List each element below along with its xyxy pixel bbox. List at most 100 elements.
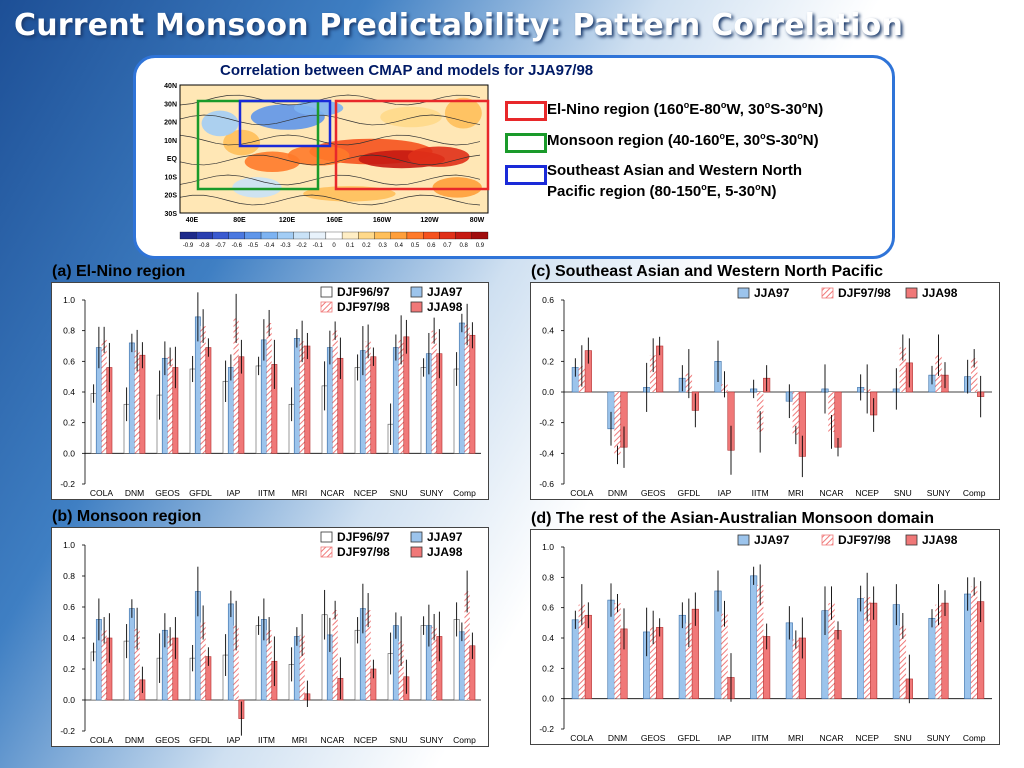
- legend-label: JJA98: [922, 533, 958, 547]
- colorbar-label: 0.9: [476, 243, 485, 249]
- x-tick-label: DNM: [125, 488, 144, 498]
- colorbar-label: -0.4: [264, 243, 275, 249]
- legend-swatch: [410, 301, 423, 313]
- y-tick-label: 0.6: [63, 356, 75, 366]
- bar: [970, 358, 978, 392]
- bar: [458, 631, 465, 701]
- bar: [941, 602, 949, 699]
- x-tick-label: SUNY: [927, 488, 951, 498]
- panel-c-title: (c) Southeast Asian and Western North Pa…: [531, 263, 884, 280]
- x-tick-label: GEOS: [641, 733, 666, 743]
- x-tick-label: COLA: [570, 733, 593, 743]
- colorbar-cell: [423, 231, 440, 240]
- bar: [293, 338, 300, 454]
- colorbar-label: -0.5: [248, 243, 259, 249]
- legend-swatch: [320, 286, 333, 298]
- colorbar-cell: [179, 231, 197, 240]
- sea-wnp-region-label: Pacific region (80-150oE, 5-30oN): [547, 182, 777, 200]
- correlation-shading: [432, 177, 482, 198]
- colorbar-label: 0.5: [411, 243, 420, 249]
- contour-line: [179, 194, 481, 206]
- bar: [614, 603, 621, 699]
- x-tick-label: COLA: [90, 735, 113, 745]
- panel-b-title: (b) Monsoon region: [52, 508, 202, 525]
- x-tick-label: GEOS: [641, 488, 666, 498]
- map-lon-label: 80W: [470, 217, 485, 224]
- legend-swatch: [821, 534, 834, 546]
- colorbar-cell: [374, 231, 391, 240]
- colorbar-label: 0.1: [346, 243, 355, 249]
- bar: [101, 339, 107, 454]
- bar: [332, 330, 338, 454]
- colorbar-label: 0.3: [378, 243, 387, 249]
- map-lat-label: 20S: [165, 193, 178, 200]
- chart-b-monsoon: 1.0 0.8 0.6 0.4 0.2 0.0 -0.2 COLA DNM GEOS GFDL IAP…: [51, 527, 489, 747]
- legend-label: DJF97/98: [337, 545, 390, 559]
- x-tick-label: Comp: [963, 733, 986, 743]
- monsoon-region-label: Monsoon region (40-160oE, 30oS-30oN): [547, 131, 819, 149]
- bar: [792, 392, 800, 435]
- bar: [392, 347, 399, 454]
- x-tick-label: MRI: [788, 733, 804, 743]
- y-tick-label: 1.0: [542, 542, 554, 552]
- correlation-shading: [407, 146, 470, 167]
- map-lat-label: 30N: [164, 101, 177, 108]
- bar: [365, 341, 371, 454]
- y-tick-label: 0.4: [542, 633, 554, 643]
- legend-label: JJA97: [427, 285, 463, 299]
- colorbar-cell: [455, 231, 472, 240]
- y-tick-label: 0.2: [63, 664, 75, 674]
- y-tick-label: 0.2: [542, 356, 554, 366]
- y-tick-label: 0.0: [542, 694, 554, 704]
- legend-swatch: [905, 287, 918, 299]
- map-lat-label: 10S: [165, 174, 178, 181]
- chart-d-rest-aam: 1.0 0.8 0.6 0.4 0.2 0.0 -0.2 COLA DNM GEOS GFDL IAP…: [530, 529, 1000, 745]
- x-tick-label: NCAR: [819, 733, 843, 743]
- legend-swatch: [320, 546, 333, 558]
- x-tick-label: SUNY: [420, 488, 444, 498]
- bar: [403, 336, 410, 454]
- legend-swatch: [410, 286, 423, 298]
- colorbar-cell: [358, 231, 375, 240]
- map-lat-label: 20N: [164, 120, 177, 127]
- colorbar-cell: [325, 231, 343, 240]
- colorbar-label: -0.1: [313, 243, 324, 249]
- x-tick-label: MRI: [292, 488, 308, 498]
- legend-swatch: [737, 534, 750, 546]
- colorbar-label: 0.4: [395, 243, 404, 249]
- x-tick-label: DNM: [125, 735, 144, 745]
- x-tick-label: IITM: [752, 488, 769, 498]
- x-tick-label: NCEP: [855, 733, 879, 743]
- bar: [578, 604, 586, 699]
- bar: [370, 356, 377, 454]
- map-lat-label: 10N: [164, 138, 177, 145]
- bar: [656, 627, 664, 699]
- legend-label: DJF97/98: [337, 300, 390, 314]
- correlation-shading: [444, 97, 482, 129]
- x-tick-label: NCAR: [320, 735, 344, 745]
- y-tick-label: 0.6: [542, 603, 554, 613]
- bar: [128, 342, 135, 454]
- x-tick-label: MRI: [788, 488, 804, 498]
- correlation-shading: [223, 129, 261, 156]
- bar: [227, 603, 234, 701]
- contour-line: [179, 174, 481, 186]
- x-tick-label: IAP: [227, 735, 241, 745]
- bar: [293, 636, 300, 701]
- legend-label: JJA98: [427, 545, 463, 559]
- correlation-shading: [232, 177, 282, 198]
- x-tick-label: COLA: [570, 488, 593, 498]
- bar: [233, 625, 239, 700]
- y-tick-label: 0.0: [63, 695, 75, 705]
- bar: [685, 622, 693, 699]
- x-tick-label: IAP: [718, 488, 732, 498]
- bar: [167, 356, 173, 454]
- legend-label: JJA98: [427, 300, 463, 314]
- bar: [721, 613, 728, 699]
- colorbar-label: 0: [332, 243, 336, 249]
- x-tick-label: IITM: [258, 735, 275, 745]
- bar: [431, 330, 437, 454]
- bar: [970, 586, 978, 699]
- y-tick-label: -0.2: [539, 418, 554, 428]
- bar: [134, 628, 140, 700]
